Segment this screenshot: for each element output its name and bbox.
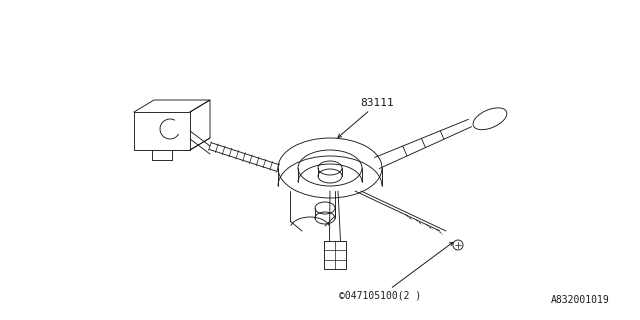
Text: 83111: 83111 — [360, 98, 394, 108]
Text: ©047105100(2 ): ©047105100(2 ) — [339, 291, 421, 301]
Text: A832001019: A832001019 — [551, 295, 610, 305]
